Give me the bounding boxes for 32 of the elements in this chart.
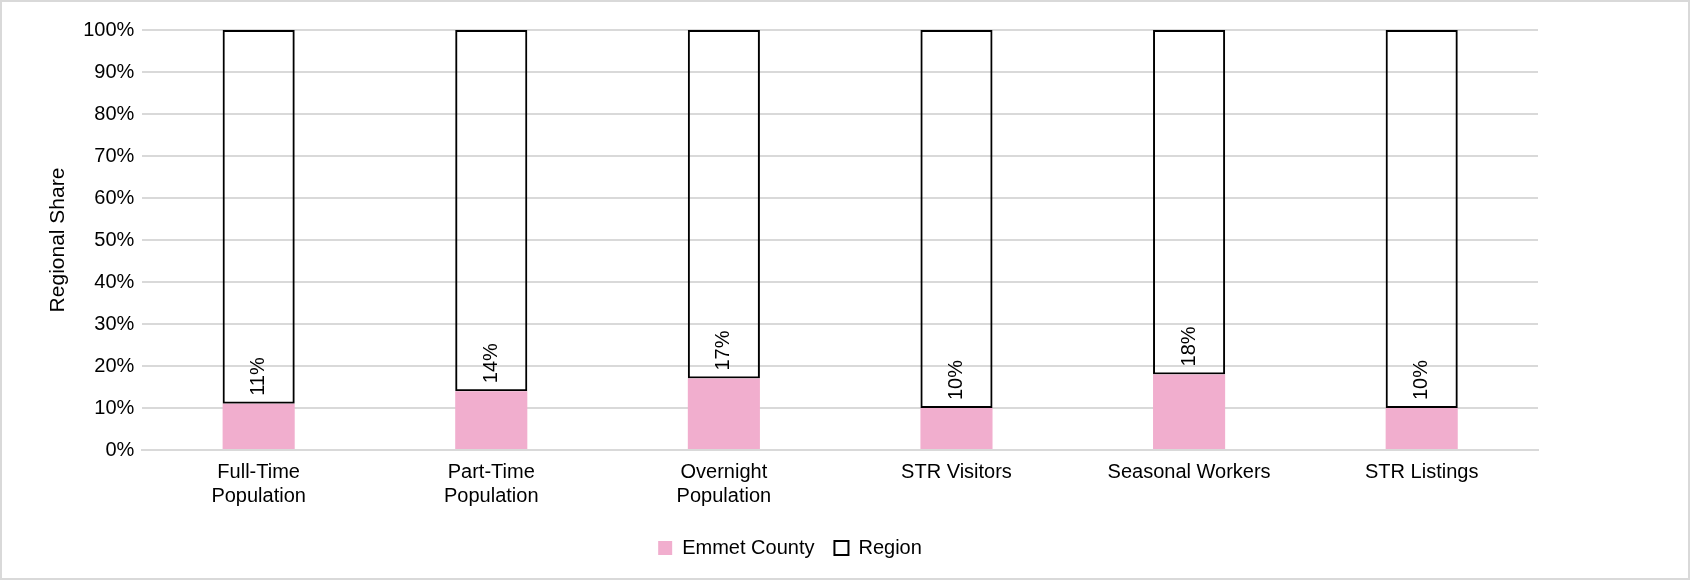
y-tick-label: 50% (94, 227, 135, 250)
bar (1385, 408, 1458, 449)
y-tick-label: 0% (105, 437, 135, 460)
data-label: 10% (944, 359, 966, 400)
x-tick-label: Seasonal Workers (1107, 459, 1271, 482)
bar (455, 391, 528, 449)
y-tick-label: 100% (83, 17, 135, 40)
data-label: 14% (478, 342, 501, 384)
y-tick-label: 40% (94, 269, 135, 292)
y-tick-label: 20% (94, 353, 135, 376)
data-label: 17% (711, 330, 734, 371)
x-tick-label: Part-Time Population (444, 459, 539, 506)
data-label: 10% (1409, 359, 1432, 400)
x-tick-label: STR Listings (1365, 459, 1479, 482)
legend-label: Region (858, 535, 922, 558)
bar (1153, 374, 1226, 449)
bar (687, 378, 760, 449)
y-tick-label: 30% (94, 311, 135, 334)
y-tick-label: 60% (94, 185, 135, 208)
data-label: 11% (246, 357, 269, 396)
x-tick-label: STR Visitors (901, 459, 1012, 482)
y-tick-label: 90% (94, 59, 135, 82)
y-tick-label: 80% (94, 101, 135, 124)
legend-label: Emmet County (682, 535, 815, 558)
x-tick-label: Overnight Population (676, 459, 772, 506)
y-tick-label: 70% (94, 143, 135, 166)
y-axis-title: Regional Share (45, 167, 69, 313)
x-tick-label: Full-Time Population (211, 459, 306, 506)
bar (222, 403, 295, 449)
data-label: 18% (1176, 326, 1199, 367)
y-tick-label: 10% (94, 395, 135, 418)
bar (920, 408, 993, 449)
